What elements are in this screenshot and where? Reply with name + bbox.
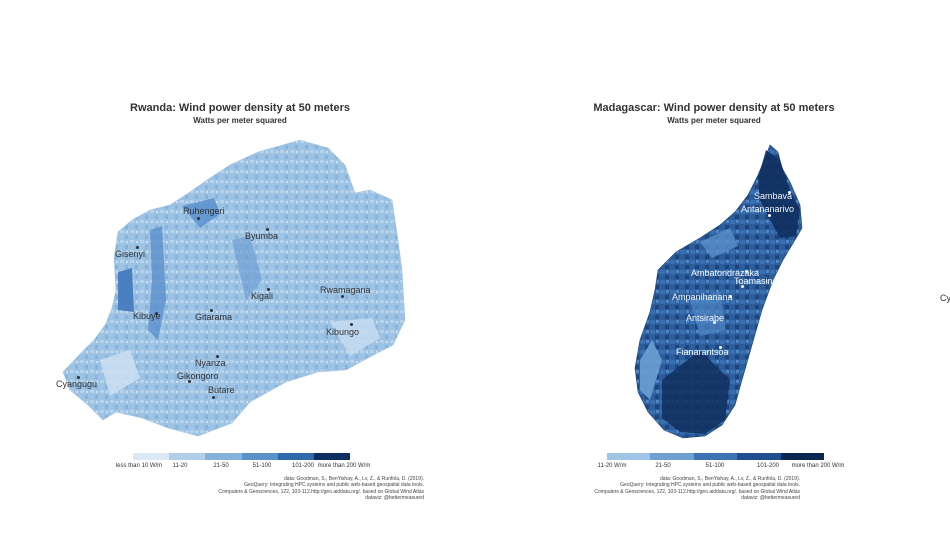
- city-antananarivo-marker: [768, 214, 771, 217]
- madagascar-caption-line-2: GeoQuery: Integrating HPC systems and pu…: [620, 482, 800, 489]
- city-fianarantsoa-marker: [719, 346, 722, 349]
- city-ambatondrazaka: Ambatondrazaka: [691, 268, 760, 278]
- city-rwamagana: Rwamagana: [320, 285, 371, 295]
- rwanda-legend-swatch-6: [313, 453, 351, 460]
- city-toamasina-marker: [741, 285, 744, 288]
- madagascar-caption-line-3: Computers & Geosciences, 122, 103-112.ht…: [594, 488, 800, 495]
- city-cyangugu-marker: [77, 376, 80, 379]
- city-kibuye-marker: [155, 312, 158, 315]
- rwanda-caption-line-4: dataviz: @bettermeasured: [365, 494, 424, 501]
- rwanda-west-ridge: [148, 226, 166, 340]
- rwanda-legend-swatch-3: [205, 453, 242, 460]
- madagascar-legend-swatch-5: [780, 453, 825, 460]
- madagascar-legend-swatch-4: [737, 453, 781, 460]
- madagascar-south-high-density: [662, 350, 730, 434]
- rwanda-legend-bar: [133, 453, 351, 460]
- rwanda-legend-label-4: 51-100: [252, 463, 272, 469]
- city-cyangugu: Cyangugu: [56, 379, 98, 389]
- madagascar-legend-swatch-3: [693, 453, 738, 460]
- rwanda-legend-label-2: 11-20: [172, 463, 188, 469]
- rwanda-east-lakes: [330, 318, 380, 356]
- madagascar-legend-bar: [607, 453, 825, 460]
- city-gisenyi-marker: [136, 246, 139, 249]
- city-gitarama: Gitarama: [195, 312, 233, 322]
- madagascar-legend-label-4: 101-200: [756, 463, 780, 469]
- city-kibuye: Kibuye: [133, 311, 161, 321]
- city-kibungo: Kibungo: [326, 327, 360, 337]
- city-antananarivo: Antananarivo: [741, 204, 795, 214]
- city-ruhengeri: Ruhengeri: [183, 206, 225, 216]
- rwanda-caption-line-2: GeoQuery: Integrating HPC systems and pu…: [244, 482, 424, 489]
- city-ampanihanana-marker: [729, 295, 732, 298]
- city-butare-marker: [212, 396, 215, 399]
- city-fianarantsoa: Fianarantsoa: [676, 347, 729, 357]
- rwanda-legend-label-5: 101-200: [291, 463, 315, 469]
- madagascar-title: Madagascar: Wind power density at 50 met…: [593, 102, 835, 114]
- madagascar-subtitle: Watts per meter squared: [667, 116, 761, 125]
- city-ruhengeri-marker: [197, 217, 200, 220]
- city-rwamagana-marker: [341, 295, 344, 298]
- madagascar-legend-label-1: 11-20 W/m: [597, 463, 627, 469]
- city-antsirabe: Antsirabe: [686, 313, 725, 323]
- city-toamasina: Toamasina: [734, 276, 778, 286]
- rwanda-title: Rwanda: Wind power density at 50 meters: [130, 102, 350, 114]
- city-nyanza-marker: [216, 355, 219, 358]
- rwanda-central-ridge: [232, 236, 262, 300]
- rwanda-country-shape: [62, 139, 406, 437]
- madagascar-west-coast-light: [640, 340, 662, 400]
- rwanda-caption-line-3: Computers & Geosciences, 122, 103-112.ht…: [218, 488, 424, 495]
- madagascar-caption-line-4: dataviz: @bettermeasured: [741, 494, 800, 501]
- madagascar-central-light: [690, 292, 726, 336]
- city-kibungo-marker: [350, 323, 353, 326]
- madagascar-legend-label-2: 21-50: [655, 463, 671, 469]
- madagascar-northwest-light: [700, 228, 738, 258]
- madagascar-legend-swatch-1: [607, 453, 651, 460]
- cropped-edge-label: Cy: [940, 293, 950, 303]
- city-sambava-marker: [788, 191, 791, 194]
- madagascar-legend-label-5: more than 200 W/m: [791, 463, 845, 469]
- rwanda-legend-swatch-4: [241, 453, 278, 460]
- rwanda-legend-label-3: 21-50: [213, 463, 229, 469]
- rwanda-lake-kivu-shore: [100, 350, 140, 396]
- city-gisenyi: Gisenyi: [115, 249, 146, 259]
- madagascar-country-shape: [634, 144, 803, 439]
- rwanda-legend-swatch-2: [169, 453, 206, 460]
- city-ambatondrazaka-marker: [745, 270, 748, 273]
- rwanda-legend-swatch-5: [277, 453, 314, 460]
- city-byumba: Byumba: [245, 231, 279, 241]
- city-gikongoro-marker: [188, 380, 191, 383]
- city-gikongoro: Gikongoro: [177, 371, 219, 381]
- rwanda-north-ridge: [182, 198, 220, 228]
- rwanda-legend-swatch-1: [133, 453, 170, 460]
- city-kigali-marker: [267, 288, 270, 291]
- city-ampanihanana: Ampanihanana: [672, 292, 733, 302]
- rwanda-source-caption: data: Goodman, S., BenYishay, A., Lv, Z.…: [218, 476, 424, 501]
- city-butare: Butare: [208, 385, 235, 395]
- rwanda-subtitle: Watts per meter squared: [193, 116, 287, 125]
- city-nyanza: Nyanza: [195, 358, 226, 368]
- city-kigali: Kigali: [251, 291, 274, 301]
- rwanda-legend-label-1: less than 10 W/m: [115, 463, 163, 469]
- madagascar-legend-label-3: 51-100: [705, 463, 725, 469]
- city-sambava: Sambava: [754, 191, 793, 201]
- rwanda-west-high-density: [118, 268, 134, 312]
- madagascar-caption-line-1: data: Goodman, S., BenYishay, A., Lv, Z.…: [660, 476, 800, 482]
- rwanda-caption-line-1: data: Goodman, S., BenYishay, A., Lv, Z.…: [284, 476, 424, 482]
- city-byumba-marker: [266, 228, 269, 231]
- madagascar-source-caption: data: Goodman, S., BenYishay, A., Lv, Z.…: [594, 476, 800, 501]
- city-antsirabe-marker: [713, 321, 716, 324]
- madagascar-legend-swatch-2: [650, 453, 694, 460]
- rwanda-legend-label-6: more than 200 W/m: [317, 463, 371, 469]
- city-gitarama-marker: [210, 309, 213, 312]
